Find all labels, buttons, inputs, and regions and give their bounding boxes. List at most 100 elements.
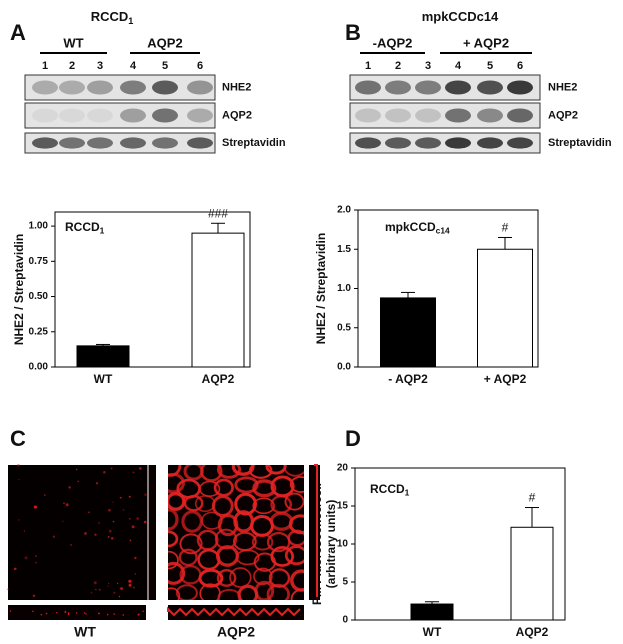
texture — [253, 567, 273, 586]
texture — [112, 501, 114, 503]
blot-label: AQP2 — [548, 109, 578, 121]
bar — [477, 248, 533, 368]
texture — [122, 614, 125, 616]
lane-label: 4 — [130, 60, 137, 72]
texture — [110, 467, 113, 470]
texture — [35, 561, 37, 564]
texture — [175, 584, 198, 600]
label-text: mpkCCD — [385, 220, 436, 234]
panel-letter: C — [10, 426, 26, 451]
y-tick-label: 10 — [337, 539, 349, 550]
texture — [128, 583, 132, 587]
y-tick-label: 1.5 — [337, 244, 351, 255]
texture — [183, 494, 204, 512]
label-text: RCCD — [91, 9, 129, 24]
texture — [40, 613, 43, 616]
band — [120, 108, 146, 123]
image-side — [309, 465, 320, 600]
texture — [132, 586, 135, 589]
band — [87, 80, 113, 95]
label-text: RCCD — [65, 220, 100, 234]
band — [32, 80, 58, 95]
label: RCCD1 — [370, 482, 410, 498]
significance: # — [529, 491, 536, 505]
y-axis-label: NHE2 / Streptavidin — [314, 233, 328, 344]
blot — [24, 74, 216, 101]
bar — [76, 345, 130, 368]
x-tick-label: WT — [423, 625, 442, 639]
texture — [43, 494, 46, 496]
texture — [95, 588, 97, 591]
texture — [84, 532, 87, 535]
lane-label: 5 — [487, 60, 493, 72]
texture — [128, 579, 132, 583]
blot-label: Streptavidin — [548, 137, 612, 149]
texture — [7, 588, 9, 591]
lane-label: 6 — [197, 60, 203, 72]
significance: # — [502, 221, 509, 235]
texture — [314, 464, 318, 597]
texture — [144, 493, 147, 496]
texture — [252, 497, 275, 515]
band — [415, 108, 441, 123]
texture — [103, 470, 106, 474]
y-tick-label: 0.75 — [29, 256, 49, 267]
texture — [32, 594, 36, 597]
texture — [136, 517, 139, 520]
texture — [289, 476, 304, 493]
texture — [113, 613, 115, 615]
texture — [198, 568, 224, 588]
y-axis-label: (arbitrary units) — [324, 500, 338, 589]
group-label: WT — [63, 35, 83, 50]
blot — [24, 102, 216, 129]
lane-label: 2 — [69, 60, 75, 72]
texture — [63, 502, 65, 505]
texture — [137, 614, 140, 616]
texture — [68, 486, 71, 489]
texture — [75, 612, 78, 614]
label-sub: 1 — [128, 16, 133, 26]
texture — [200, 465, 223, 482]
label-sub: c14 — [436, 226, 450, 236]
texture — [284, 492, 304, 511]
texture — [64, 610, 67, 613]
band — [32, 137, 58, 149]
texture — [65, 503, 69, 507]
texture — [168, 587, 181, 600]
y-tick-label: 2.0 — [337, 205, 351, 216]
band — [445, 80, 471, 95]
texture — [132, 471, 135, 474]
band — [187, 137, 213, 149]
band — [477, 108, 503, 123]
lane-label: 5 — [162, 60, 168, 72]
texture — [83, 612, 86, 614]
texture — [23, 530, 25, 532]
band — [355, 108, 381, 123]
texture — [142, 610, 144, 613]
bar — [191, 232, 245, 368]
label-sub: 1 — [405, 488, 410, 498]
texture — [98, 612, 100, 615]
lane-label: 4 — [455, 60, 462, 72]
texture — [90, 591, 93, 594]
band — [415, 137, 441, 149]
texture — [235, 549, 260, 566]
y-tick-label: 0.5 — [337, 322, 351, 333]
texture — [32, 610, 34, 613]
band — [187, 80, 213, 95]
texture — [106, 613, 109, 616]
group-label: -AQP2 — [373, 35, 413, 50]
texture — [108, 529, 112, 533]
texture — [62, 520, 64, 522]
texture — [168, 561, 186, 585]
texture — [70, 544, 72, 546]
texture — [229, 567, 252, 588]
texture — [251, 533, 274, 551]
band — [507, 80, 533, 95]
texture — [76, 468, 78, 471]
texture — [67, 613, 70, 616]
band — [152, 108, 178, 123]
band — [87, 137, 113, 149]
lane-label: 6 — [517, 60, 523, 72]
texture — [178, 548, 198, 567]
